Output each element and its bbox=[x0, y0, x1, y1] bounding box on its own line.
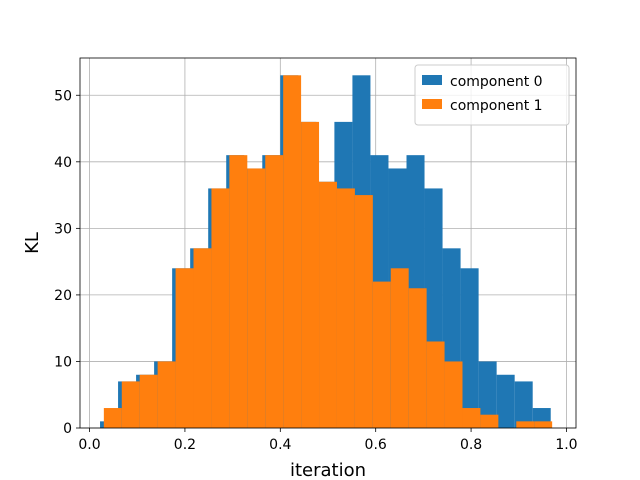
legend-label: component 1 bbox=[450, 98, 543, 114]
x-axis-label: iteration bbox=[290, 460, 366, 480]
legend-swatch bbox=[422, 99, 442, 109]
bars bbox=[100, 75, 553, 429]
y-tick-label: 30 bbox=[54, 221, 72, 237]
histogram-bar bbox=[534, 421, 553, 428]
histogram-bar bbox=[139, 374, 158, 428]
y-axis-label: KL bbox=[22, 232, 43, 254]
histogram-bar bbox=[462, 408, 481, 428]
histogram-bar bbox=[193, 248, 212, 428]
legend-swatch bbox=[422, 75, 442, 85]
histogram-bar bbox=[121, 381, 140, 428]
legend: component 0 component 1 bbox=[414, 64, 570, 126]
histogram-bar bbox=[336, 188, 355, 428]
histogram-bar bbox=[514, 381, 533, 428]
histogram-bar bbox=[444, 361, 463, 428]
histogram-bar bbox=[229, 155, 248, 429]
plot-frame bbox=[79, 57, 577, 429]
histogram-bar bbox=[390, 268, 409, 428]
histogram-bar bbox=[426, 341, 445, 428]
histogram-bar bbox=[157, 361, 176, 428]
histogram-bar bbox=[103, 408, 122, 428]
legend-box bbox=[414, 64, 570, 126]
histogram-bar bbox=[265, 155, 284, 429]
x-tick-label: 0.6 bbox=[365, 437, 387, 453]
series-1-bars bbox=[103, 75, 553, 429]
y-tick-label: 40 bbox=[54, 155, 72, 171]
histogram-bar bbox=[283, 75, 302, 428]
histogram-bar bbox=[460, 268, 479, 428]
x-tick-label: 0.4 bbox=[269, 437, 291, 453]
histogram-bar bbox=[247, 168, 266, 428]
x-tick-label: 0.2 bbox=[174, 437, 196, 453]
histogram-bar bbox=[408, 288, 427, 428]
legend-label: component 0 bbox=[450, 74, 543, 90]
histogram-bar bbox=[516, 421, 535, 428]
histogram-bar bbox=[175, 268, 194, 428]
histogram-bar bbox=[478, 361, 497, 428]
histogram-bar bbox=[211, 188, 230, 428]
histogram-bar bbox=[319, 181, 337, 428]
histogram-bar bbox=[480, 414, 499, 428]
histogram-bar bbox=[354, 195, 373, 428]
x-tick-label: 0.8 bbox=[460, 437, 482, 453]
histogram-bar bbox=[372, 281, 391, 428]
y-axis-ticks: 0 10 20 30 40 50 bbox=[54, 88, 80, 437]
y-tick-label: 50 bbox=[54, 88, 72, 104]
x-axis-ticks: 0.0 0.2 0.4 0.6 0.8 1.0 bbox=[78, 428, 578, 453]
y-tick-label: 10 bbox=[54, 354, 72, 370]
histogram-bar bbox=[301, 121, 320, 429]
x-tick-label: 0.0 bbox=[78, 437, 100, 453]
y-tick-label: 20 bbox=[54, 288, 72, 304]
histogram-bar bbox=[496, 374, 515, 428]
y-tick-label: 0 bbox=[63, 421, 72, 437]
x-tick-label: 1.0 bbox=[555, 437, 577, 453]
